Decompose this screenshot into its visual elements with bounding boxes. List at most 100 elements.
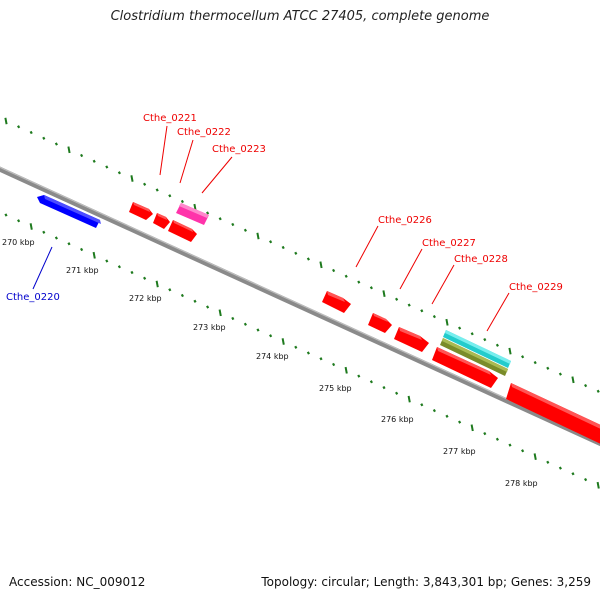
inner-minor-tick [269,334,273,338]
inner-minor-tick [445,414,449,418]
kbp-label-272: 272 kbp [129,294,162,303]
inner-minor-tick [571,472,575,476]
gene-label-cthe-0221[interactable]: Cthe_0221 [143,113,197,124]
gene-label-cthe-0229[interactable]: Cthe_0229 [509,282,563,293]
inner-minor-tick [357,374,361,378]
cthe-0221-leader-line [159,125,168,176]
inner-minor-tick [130,270,134,275]
gene-label-cthe-0226[interactable]: Cthe_0226 [378,215,432,226]
inner-minor-tick [206,305,210,309]
kbp-label-273: 273 kbp [193,323,226,332]
inner-major-tick [92,251,96,259]
cthe-0222-leader-line [179,139,194,184]
genome-summary-text: Topology: circular; Length: 3,843,301 bp… [261,575,591,589]
gene-label-cthe-0222[interactable]: Cthe_0222 [177,127,231,138]
gene-cthe-0228-arrow[interactable] [394,327,429,352]
outer-minor-tick [546,366,550,370]
gene-cthe-0223-pink-feature[interactable] [176,203,209,225]
gene-next-arrow[interactable] [506,383,600,446]
kbp-label-275: 275 kbp [319,384,352,393]
outer-minor-tick [495,343,499,347]
gene-cthe-0229-olive-feature[interactable] [440,338,508,376]
outer-minor-tick [80,153,84,158]
gene-label-cthe-0227[interactable]: Cthe_0227 [422,238,476,249]
outer-minor-tick [369,286,373,290]
kbp-label-276: 276 kbp [381,415,414,424]
inner-minor-tick [80,247,84,252]
outer-minor-tick [344,274,348,278]
gene-label-cthe-0220[interactable]: Cthe_0220 [6,292,60,303]
outer-minor-tick [29,130,33,135]
inner-minor-tick [521,449,525,453]
inner-minor-tick [332,362,336,367]
inner-minor-tick [67,242,71,246]
inner-minor-tick [168,288,172,292]
map-title: Clostridium thermocellum ATCC 27405, com… [110,9,490,24]
outer-minor-tick [206,211,210,215]
inner-minor-tick [294,345,298,349]
outer-minor-tick [521,355,525,359]
gene-cthe-0222-arrow[interactable] [153,213,170,229]
outer-minor-tick [117,171,121,175]
outer-minor-tick [596,389,600,393]
kbp-label-277: 277 kbp [443,447,476,456]
gene-cthe-0220-arrow[interactable] [37,195,101,228]
outer-major-tick [319,261,323,269]
cthe-0220-leader-line [32,246,53,290]
cthe-0223-leader-line [201,156,233,194]
inner-minor-tick [117,265,121,269]
inner-tick-row [4,213,600,489]
inner-minor-tick [495,437,499,441]
outer-major-tick [571,376,575,384]
outer-major-tick [67,146,71,154]
outer-minor-tick [42,136,46,140]
outer-minor-tick [168,194,172,198]
inner-minor-tick [319,357,323,361]
cthe-0226-leader-line [355,225,379,268]
outer-minor-tick [17,125,21,129]
gene-cthe-0226-arrow[interactable] [322,291,351,313]
gene-cthe-0229-arrow[interactable] [432,347,498,388]
outer-major-tick [445,318,449,326]
inner-minor-tick [105,259,109,263]
outer-major-tick [130,175,134,182]
gene-label-cthe-0228[interactable]: Cthe_0228 [454,254,508,265]
inner-minor-tick [395,391,399,395]
gene-label-cthe-0223[interactable]: Cthe_0223 [212,144,266,155]
outer-minor-tick [180,199,184,204]
gene-cthe-0227-arrow[interactable] [368,313,392,333]
inner-minor-tick [382,385,386,390]
inner-minor-tick [193,299,197,303]
outer-tick-row [4,117,600,393]
gene-cthe-0223-arrow[interactable] [168,220,197,242]
genome-backbone [0,166,600,447]
outer-minor-tick [54,142,58,146]
gene-cthe-0229-cyan-feature[interactable] [443,330,511,368]
accession-text: Accession: NC_009012 [9,575,146,589]
outer-minor-tick [92,159,96,163]
inner-major-tick [344,366,348,374]
outer-minor-tick [558,372,562,376]
outer-minor-tick [584,383,588,388]
outer-minor-tick [294,251,298,255]
outer-minor-tick [306,257,310,261]
gene-cthe-0221-arrow[interactable] [129,202,153,220]
cthe-0228-leader-line [431,264,455,305]
inner-minor-tick [256,328,260,332]
outer-minor-tick [407,303,411,307]
outer-minor-tick [470,332,474,336]
inner-major-tick [281,338,285,345]
inner-minor-tick [483,431,487,436]
outer-minor-tick [143,182,147,186]
cthe-0229-leader-line [486,292,510,332]
inner-major-tick [218,309,222,317]
outer-minor-tick [332,268,336,273]
outer-minor-tick [281,245,285,250]
outer-major-tick [256,232,260,240]
outer-minor-tick [357,280,361,284]
inner-minor-tick [54,236,58,240]
outer-minor-tick [218,217,222,221]
cthe-0227-leader-line [399,248,423,290]
outer-minor-tick [231,222,235,227]
kbp-label-270: 270 kbp [2,238,35,247]
